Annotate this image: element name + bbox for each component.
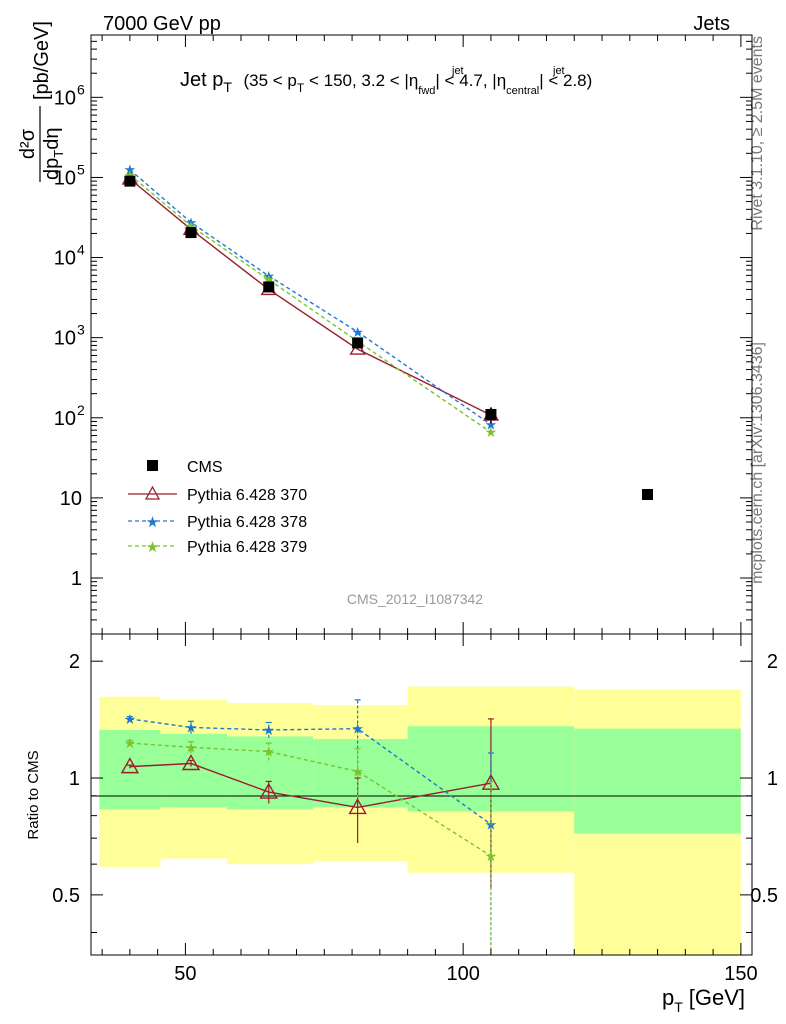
header-process-label: Jets [693,13,730,35]
legend-379-label: Pythia 6.428 379 [187,539,307,556]
ratio-line-1 [129,718,492,825]
main-point-1: ★ [185,214,198,230]
cms-data-point [185,227,197,239]
ratio-band-green [160,733,228,808]
ratio-y-tick-label: 0.5 [52,885,80,907]
legend-370-label: Pythia 6.428 370 [187,487,307,504]
main-y-axis-label: d²σ dpTdη [pb/GeV] [17,21,66,182]
ratio-point-1: ★ [185,719,198,735]
main-point-1: ★ [262,268,275,284]
main-y-tick-label-exponent: 2 [77,402,85,418]
ratio-point-0 [181,754,201,771]
ratio-frame [90,633,753,956]
header-energy-label: 7000 GeV pp [103,13,221,35]
main-line-2 [129,174,492,433]
legend-370-marker [144,485,161,500]
main-y-tick-label: 10 [60,488,82,510]
ratio-y-tick-label: 2 [69,651,80,673]
ratio-band-green [574,728,741,834]
main-point-1: ★ [351,324,364,340]
main-y-tick-label: 10 [54,87,76,109]
svg-text:d²σ: d²σ [17,128,39,159]
ratio-x-tick-label: 50 [174,963,196,985]
main-y-tick-label: 10 [54,167,76,189]
svg-text:dpTdη: dpTdη [41,128,66,180]
legend-cms-label: CMS [187,459,223,476]
cms-data-point [352,337,364,349]
legend: CMS Pythia 6.428 370 ★ Pythia 6.428 378 … [128,459,307,556]
cms-data-point [124,175,136,187]
ratio-point-2: ★ [185,739,198,755]
cms-marker-right [642,489,653,500]
main-point-2: ★ [485,424,498,440]
mcplots-info-text: mcplots.cern.ch [arXiv:1306.3436] [749,342,766,584]
ratio-point-2: ★ [124,735,137,751]
svg-text:[pb/GeV]: [pb/GeV] [31,21,53,100]
main-y-tick-label: 1 [71,568,82,590]
ratio-point-0 [348,798,367,815]
ratio-y-tick-label-right: 0.5 [750,885,778,907]
ratio-axis-ticks [91,634,752,955]
rivet-info-text: Rivet 3.1.10, ≥ 2.5M events [749,36,766,231]
ratio-point-2: ★ [485,848,498,864]
main-y-tick-label-exponent: 5 [77,161,85,177]
ratio-point-0 [259,782,278,799]
main-point-1: ★ [485,417,498,433]
ratio-x-tick-label: 100 [446,963,479,985]
ratio-y-tick-label-right: 2 [767,651,778,673]
main-axis-ticks [91,34,752,635]
legend-378-marker: ★ [146,514,159,531]
cms-data-point [263,281,275,293]
title-jet-superscript-central: jet [552,65,565,77]
main-y-tick-label: 10 [54,248,76,270]
ratio-point-2: ★ [262,744,275,760]
main-y-tick-label-exponent: 6 [77,81,85,97]
ratio-y-tick-label-right: 1 [767,768,778,790]
ratio-series-layer: ★★ ★ ★★★ ★ ★★★ [120,699,501,955]
ratio-y-axis-label: Ratio to CMS [25,750,42,839]
main-y-tick-label: 10 [54,408,76,430]
title-jet-superscript-fwd: jet [451,65,464,77]
ratio-y-tick-label: 1 [69,768,80,790]
ratio-x-tick-label: 150 [724,963,757,985]
legend-cms-marker [147,460,158,471]
ratio-x-axis-label: pT [GeV] [662,985,745,1015]
legend-379-marker: ★ [146,539,159,556]
main-line-1 [129,169,492,426]
ratio-point-1: ★ [124,711,137,727]
legend-378-label: Pythia 6.428 378 [187,514,307,531]
main-y-tick-label-exponent: 3 [77,322,85,338]
ratio-point-1: ★ [262,722,275,738]
main-y-tick-label-exponent: 4 [77,242,85,258]
ratio-point-2: ★ [351,763,364,779]
ratio-point-1: ★ [351,721,364,737]
analysis-id-label: CMS_2012_I1087342 [347,591,483,607]
main-point-1: ★ [124,162,137,178]
ratio-x-tick-labels: 50 100 150 [174,963,757,985]
cms-data-point [485,408,497,420]
ratio-point-0 [120,757,140,774]
ratio-y-tick-labels: 0.5 0.5 1 1 2 2 [52,651,778,907]
main-y-tick-label: 10 [54,328,76,350]
main-title: Jet pT (35 < pT < 150, 3.2 < |ηfwd| < 4.… [180,69,592,97]
main-series-layer: ★★★★★★★★★★ [121,162,500,440]
cms-data-layer [124,175,497,424]
ratio-line-2 [129,742,492,857]
ratio-panel: ★★ ★ ★★★ ★ ★★★ 0.5 0.51 12 2 50 100 150 Ratio to … [25,633,778,1015]
